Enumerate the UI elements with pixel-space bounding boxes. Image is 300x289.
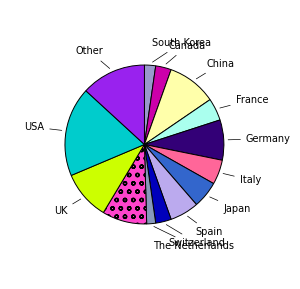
Wedge shape (71, 144, 144, 212)
Wedge shape (144, 66, 171, 144)
Wedge shape (144, 144, 222, 184)
Wedge shape (65, 91, 144, 175)
Wedge shape (86, 65, 144, 144)
Text: Germany: Germany (228, 134, 291, 144)
Wedge shape (144, 144, 196, 219)
Text: France: France (220, 95, 268, 108)
Text: Switzerland: Switzerland (166, 225, 226, 248)
Wedge shape (144, 120, 224, 160)
Text: The Netherlands: The Netherlands (153, 227, 234, 251)
Wedge shape (144, 144, 171, 223)
Wedge shape (103, 144, 147, 224)
Text: USA: USA (24, 122, 62, 132)
Text: Canada: Canada (166, 41, 206, 64)
Text: UK: UK (54, 199, 81, 216)
Wedge shape (144, 65, 156, 144)
Wedge shape (144, 144, 156, 224)
Wedge shape (144, 144, 214, 205)
Wedge shape (144, 100, 220, 144)
Text: Japan: Japan (210, 197, 250, 214)
Text: Italy: Italy (223, 173, 261, 185)
Text: South Korea: South Korea (152, 38, 211, 62)
Text: China: China (196, 59, 235, 79)
Text: Spain: Spain (188, 216, 223, 237)
Wedge shape (144, 70, 210, 144)
Text: Other: Other (76, 47, 110, 68)
